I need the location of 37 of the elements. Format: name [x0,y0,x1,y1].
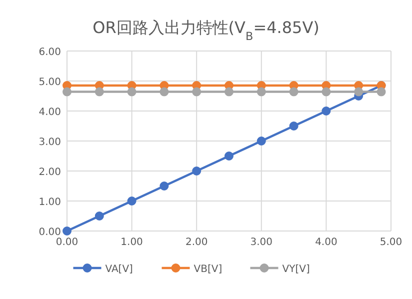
point [127,196,136,206]
legend-label: VA[V] [105,264,134,275]
legend-label: VY[V] [282,264,310,275]
point [256,136,266,146]
y-tick-label: 6.00 [38,47,61,58]
point [192,87,202,96]
y-tick-label: 0.00 [38,227,61,238]
chart-title: OR回路入出力特性(V$_{B}$=4.85V) [92,18,320,42]
point [322,87,331,96]
x-tick-label: 5.00 [380,237,402,248]
point [62,226,72,236]
point [127,87,136,96]
point [192,166,202,176]
x-tick-label: 1.00 [120,237,143,248]
y-tick-label: 1.00 [38,197,61,208]
point [224,87,234,96]
point [224,152,234,160]
point [354,87,364,96]
point [322,106,331,116]
y-tick-label: 2.00 [38,167,61,178]
point [256,87,266,96]
y-tick-label: 3.00 [38,137,61,148]
x-tick-label: 4.00 [315,237,338,248]
y-tick-label: 4.00 [38,107,61,118]
x-tick-label: 2.00 [185,237,208,248]
legend-label: VB[V] [194,264,222,275]
x-tick-label: 0.00 [56,237,78,248]
point [160,87,169,96]
y-tick-label: 5.00 [38,77,61,88]
point [62,87,72,96]
point [289,87,298,96]
point [160,182,169,190]
point [94,212,104,220]
point [289,122,298,130]
x-tick-label: 3.00 [250,237,273,248]
point [94,87,104,96]
point [376,87,386,96]
